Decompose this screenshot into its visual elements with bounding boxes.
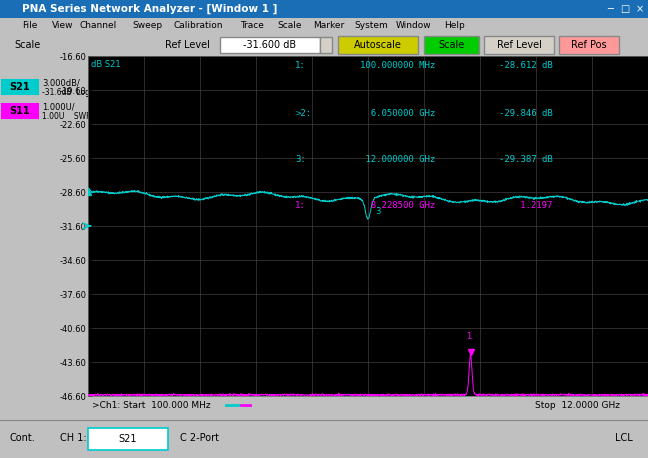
Text: □: □ xyxy=(620,4,630,14)
Text: >Ch1: Start  100.000 MHz: >Ch1: Start 100.000 MHz xyxy=(92,400,211,409)
Text: 3.000dB/: 3.000dB/ xyxy=(42,78,80,87)
Text: ×: × xyxy=(636,4,644,14)
Text: 1: 1 xyxy=(466,333,471,341)
Text: 6.050000 GHz: 6.050000 GHz xyxy=(360,109,435,118)
Text: -31.6dB  LogM: -31.6dB LogM xyxy=(42,87,97,97)
Text: Channel: Channel xyxy=(80,22,117,31)
FancyBboxPatch shape xyxy=(559,36,619,54)
FancyBboxPatch shape xyxy=(2,104,38,118)
FancyBboxPatch shape xyxy=(338,36,418,54)
Text: Scale: Scale xyxy=(277,22,301,31)
FancyBboxPatch shape xyxy=(484,36,554,54)
Text: S21: S21 xyxy=(119,434,137,444)
Text: 1:: 1: xyxy=(295,201,306,209)
Text: C 2-Port: C 2-Port xyxy=(180,433,219,443)
Text: Sweep: Sweep xyxy=(132,22,162,31)
Text: ─: ─ xyxy=(607,4,613,14)
FancyBboxPatch shape xyxy=(2,80,38,94)
Text: -28.612 dB: -28.612 dB xyxy=(499,61,553,70)
Text: CH 1:: CH 1: xyxy=(60,433,87,443)
Text: 3: 3 xyxy=(375,207,380,216)
Text: Calibration: Calibration xyxy=(173,22,222,31)
Text: Window: Window xyxy=(396,22,432,31)
Text: Cont.: Cont. xyxy=(10,433,36,443)
Text: -31.600 dB: -31.600 dB xyxy=(244,40,297,50)
Text: Ref Pos: Ref Pos xyxy=(571,40,607,50)
Text: 1:: 1: xyxy=(295,61,306,70)
Text: 100.000000 MHz: 100.000000 MHz xyxy=(360,61,435,70)
Text: File: File xyxy=(22,22,38,31)
FancyBboxPatch shape xyxy=(220,37,320,53)
Text: 1.2197: 1.2197 xyxy=(504,201,553,209)
Text: 1.00U    SWR: 1.00U SWR xyxy=(42,111,91,120)
FancyBboxPatch shape xyxy=(320,37,332,53)
Text: -29.387 dB: -29.387 dB xyxy=(499,155,553,164)
Text: S21: S21 xyxy=(10,82,30,92)
Text: 3:: 3: xyxy=(295,155,306,164)
Text: S11: S11 xyxy=(10,106,30,116)
Text: PNA Series Network Analyzer - [Window 1 ]: PNA Series Network Analyzer - [Window 1 … xyxy=(22,4,277,14)
FancyBboxPatch shape xyxy=(88,428,168,450)
Text: Marker: Marker xyxy=(313,22,344,31)
Text: 8.228500 GHz: 8.228500 GHz xyxy=(360,201,435,209)
Text: -29.846 dB: -29.846 dB xyxy=(499,109,553,118)
Text: Ref Level: Ref Level xyxy=(496,40,542,50)
Text: LCL: LCL xyxy=(615,433,632,443)
FancyBboxPatch shape xyxy=(424,36,479,54)
Text: Trace: Trace xyxy=(240,22,264,31)
Text: 1.000U/: 1.000U/ xyxy=(42,103,75,111)
Text: Stop  12.0000 GHz: Stop 12.0000 GHz xyxy=(535,400,620,409)
Text: System: System xyxy=(354,22,388,31)
Text: Help: Help xyxy=(444,22,465,31)
Text: Autoscale: Autoscale xyxy=(354,40,402,50)
Text: View: View xyxy=(52,22,73,31)
Text: >2:: >2: xyxy=(295,109,311,118)
Text: Scale: Scale xyxy=(14,40,40,50)
Text: dB S21: dB S21 xyxy=(91,60,121,69)
Text: Scale: Scale xyxy=(439,40,465,50)
Text: Ref Level: Ref Level xyxy=(165,40,210,50)
Text: 12.000000 GHz: 12.000000 GHz xyxy=(360,155,435,164)
